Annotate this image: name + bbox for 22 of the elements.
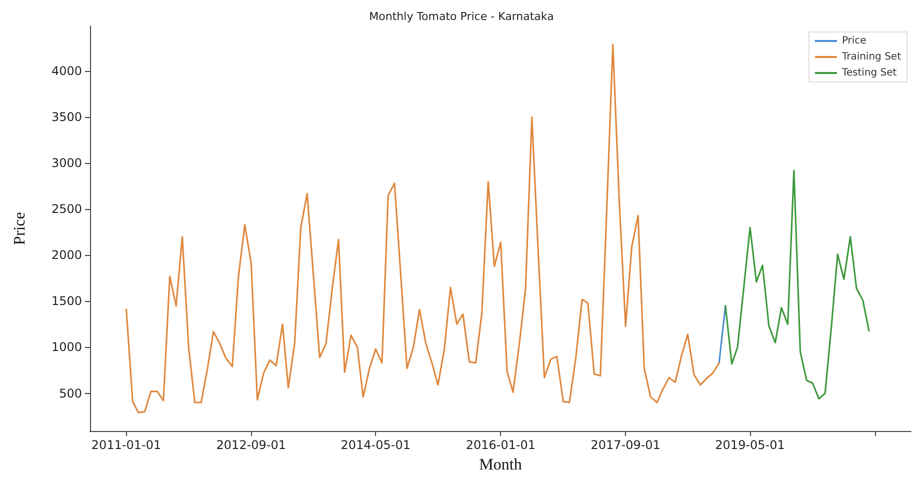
legend-label: Training Set	[840, 52, 902, 62]
x-axis-title: Month	[479, 456, 522, 474]
x-tick-label: 2011-01-01	[91, 438, 162, 452]
y-tick-label: 4000	[51, 64, 82, 78]
y-tick-label: 3500	[51, 110, 82, 124]
y-tick-label: 1500	[51, 294, 82, 308]
x-tick-label: 2019-05-01	[715, 438, 785, 452]
line-series	[125, 44, 720, 414]
y-tick-label: 3000	[51, 156, 82, 170]
y-tick-label: 500	[59, 386, 82, 400]
y-tick-label: 1000	[51, 340, 82, 354]
x-tick-label: 2014-05-01	[340, 438, 411, 452]
y-tick-label: 2000	[51, 248, 82, 262]
legend-label: Testing Set	[840, 68, 897, 78]
x-tick-label: 2017-09-01	[590, 438, 660, 452]
x-tick-label: 2016-01-01	[466, 438, 536, 452]
y-axis-title: Price	[12, 212, 28, 245]
x-tick-label: 2012-09-01	[216, 438, 286, 452]
line-series	[724, 170, 870, 400]
chart-title: Monthly Tomato Price - Karnataka	[369, 10, 554, 23]
y-tick-label: 2500	[51, 202, 82, 216]
legend-label: Price	[842, 36, 866, 46]
